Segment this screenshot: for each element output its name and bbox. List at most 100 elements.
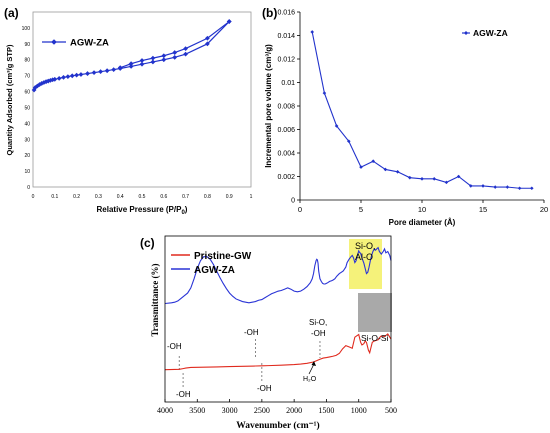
panel-c-x-tick-label: 4000 <box>157 406 173 415</box>
panel-a-x-label: Relative Pressure (P/P0) <box>97 205 188 216</box>
panel-b-data-point <box>432 177 436 181</box>
panel-c-pristine-line <box>164 333 392 371</box>
panel-a-x-tick-label: 0 <box>32 194 35 200</box>
panel-b-data-point <box>359 165 363 169</box>
h2o-arrow-shaft <box>308 363 315 375</box>
panel-b-data-point <box>493 185 497 189</box>
panel-a-data-point <box>172 54 178 60</box>
panel-a-data-point <box>98 69 103 75</box>
panel-a-data-point <box>74 72 79 78</box>
panel-c-x-tick-label: 2500 <box>254 406 270 415</box>
panel-a-data-point <box>139 61 145 67</box>
panel-a-y-tick-label: 70 <box>24 74 30 80</box>
panel-c-frame <box>164 235 392 403</box>
annotation-si-o-si: Si-O-Si <box>361 333 389 343</box>
panel-a-y-tick-label: 30 <box>24 137 30 143</box>
panel-b-legend-marker <box>464 31 468 35</box>
panel-b-data-point <box>347 139 351 144</box>
panel-a-y-tick-label: 100 <box>22 26 31 32</box>
panel-b-data-point <box>322 91 327 95</box>
panel-a-data-point <box>183 46 188 51</box>
panel-a-data-point <box>128 61 134 67</box>
panel-a-data-point <box>104 68 110 74</box>
panel-a-data-point <box>69 73 75 79</box>
panel-b-y-tick-label: 0.012 <box>277 57 295 64</box>
panel-b-ticks: 0 5 10 15 20 0 0.002 0.004 0.006 0.008 0.01 0.012 0.… <box>277 10 548 215</box>
panel-b-data-point <box>517 186 522 191</box>
panel-a-x-label-main: Relative Pressure (P/P <box>97 205 183 214</box>
panel-b-y-tick-label: 0.014 <box>277 33 295 40</box>
panel-a-data-point <box>117 65 123 71</box>
h2o-arrow-head <box>311 361 316 366</box>
panel-b-data-point <box>469 184 473 188</box>
annotation-oh-red-left: -OH <box>176 390 191 399</box>
panel-a-data-point <box>43 79 49 85</box>
panel-a-data-point <box>34 83 40 89</box>
panel-a-data-point <box>150 55 156 61</box>
annotation-si-o-oh-line1: Si-O, <box>309 318 327 327</box>
panel-a-data-point <box>65 74 71 79</box>
panel-a-data-point <box>78 72 84 77</box>
panel-b-y-tick-label: 0 <box>291 198 295 205</box>
panel-a-x-label-end: ) <box>185 205 188 214</box>
panel-a-data-point <box>85 71 90 76</box>
panel-c-series <box>164 246 392 371</box>
panel-a-data-point <box>61 74 66 80</box>
panel-b-y-tick-label: 0.002 <box>277 174 295 181</box>
panel-a-data-point <box>39 81 45 86</box>
panel-a-data-point <box>226 19 232 24</box>
panel-a-desorption-line <box>119 21 230 69</box>
panel-b-y-tick-label: 0.006 <box>277 127 295 134</box>
panel-a-y-tick-label: 90 <box>24 42 30 48</box>
panel-a-data-point <box>56 75 62 81</box>
annotation-oh-blue-left: -OH <box>167 342 182 351</box>
panel-a-x-tick-label: 0.4 <box>117 194 124 200</box>
panel-b-series <box>310 30 534 191</box>
panel-a-data-point <box>183 51 188 57</box>
panel-a-data-point <box>91 70 97 76</box>
panel-c-x-label: Wavenumber (cm⁻¹) <box>236 420 319 431</box>
panel-b-x-tick-label: 20 <box>540 205 548 214</box>
highlight-yellow-si-o-al-o <box>349 239 382 289</box>
panel-label-c: (c) <box>140 236 155 250</box>
panel-a-x-tick-label: 0.1 <box>51 194 58 200</box>
panel-label-a: (a) <box>4 6 19 20</box>
panel-a-data-point <box>111 67 117 72</box>
panel-c-x-tick-label: 1500 <box>318 406 334 415</box>
panel-a-y-tick-label: 10 <box>24 169 30 175</box>
panel-a-chart: 0 0.1 0.2 0.3 0.4 0.5 0.6 0.7 0.8 0.9 101020304050… <box>5 11 253 216</box>
panel-a-x-tick-label: 0.9 <box>226 194 233 200</box>
panel-a-y-tick-label: 40 <box>24 121 30 127</box>
panel-a-adsorption-line <box>33 21 230 91</box>
panel-c-x-tick-label: 1000 <box>351 406 367 415</box>
panel-b-data-point <box>395 170 400 174</box>
panel-b-data-point <box>310 30 314 34</box>
panel-b-data-point <box>505 185 510 189</box>
panel-c-ticks: 4000 3500 3000 2500 2000 1500 1000 500 <box>157 399 397 415</box>
panel-a-data-point <box>205 41 210 47</box>
panel-a-data-point <box>205 35 210 41</box>
panel-c-x-tick-label: 3000 <box>222 406 238 415</box>
panel-c-x-tick-label: 2000 <box>286 406 302 415</box>
panel-a-x-tick-label: 0.2 <box>73 194 80 200</box>
panel-a-x-tick-label: 0.7 <box>182 194 189 200</box>
panel-a-data-point <box>32 85 38 90</box>
panel-a-x-label-sub: 0 <box>181 210 185 216</box>
panel-a-y-tick-label: 60 <box>24 90 30 96</box>
annotation-si-o-line1: Si-O, <box>355 241 376 251</box>
panel-a-legend-label: AGW-ZA <box>70 38 109 49</box>
panel-b-data-point <box>481 184 485 188</box>
panel-a-frame <box>32 11 252 188</box>
panel-c-x-tick-label: 500 <box>385 406 397 415</box>
annotation-oh-red-mid: -OH <box>257 384 272 393</box>
panel-b-x-tick-label: 0 <box>298 205 302 214</box>
panel-a-x-tick-label: 0.5 <box>139 194 146 200</box>
panel-b-y-tick-label: 0.016 <box>277 10 295 17</box>
panel-b-data-point <box>383 167 388 172</box>
panel-a-ticks: 0 0.1 0.2 0.3 0.4 0.5 0.6 0.7 0.8 0.9 101020304050… <box>22 26 253 200</box>
panel-a-legend-marker <box>51 39 57 45</box>
panel-a-x-tick-label: 1 <box>250 194 253 200</box>
panel-c-x-tick-label: 3500 <box>189 406 205 415</box>
panel-a-data-point <box>41 80 47 85</box>
panel-a-data-point <box>52 76 58 82</box>
